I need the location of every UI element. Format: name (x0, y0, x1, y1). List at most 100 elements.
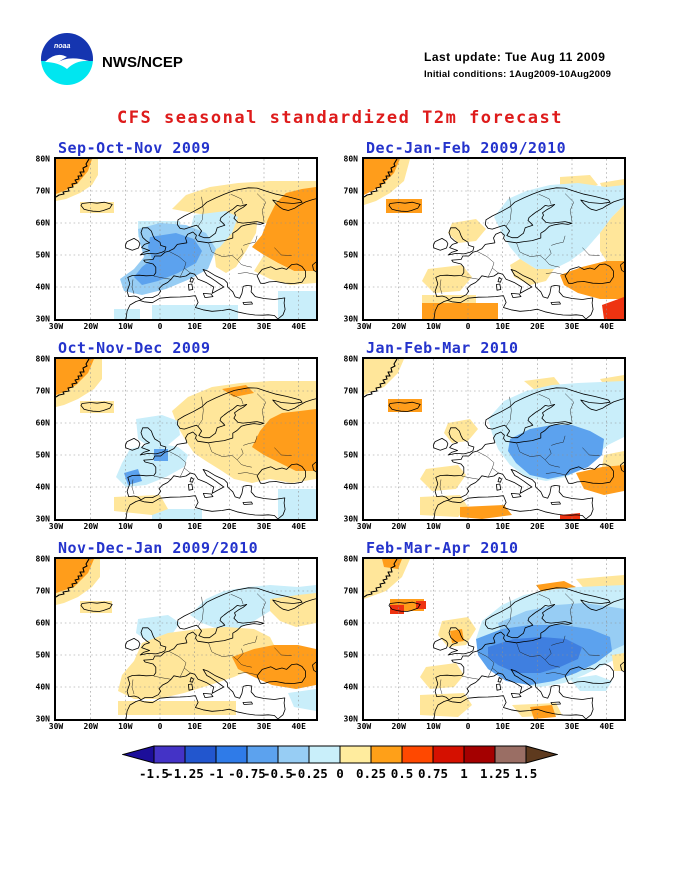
seagull-icon (45, 54, 89, 69)
lat-tick-label: 60N (343, 618, 358, 628)
lon-tick-label: 30E (256, 722, 272, 731)
last-update-text: Last update: Tue Aug 11 2009 (424, 50, 606, 64)
forecast-panel-4: Jan-Feb-Mar 2010 80N 70N 60N 50N 40N 30N 30W 2… (338, 340, 632, 533)
map-patch (508, 425, 604, 479)
map-patch (494, 183, 624, 269)
map-patch (416, 601, 426, 609)
lon-tick-label: 10W (426, 522, 441, 531)
lon-tick-label: 10W (426, 322, 441, 331)
map-patch (152, 509, 202, 519)
lon-tick-label: 40E (599, 722, 614, 731)
lat-tick-label: 70N (35, 386, 50, 396)
panel-title: Jan-Feb-Mar 2010 (366, 339, 519, 357)
map-patch (388, 399, 422, 412)
lon-tick-label: 10E (495, 522, 510, 531)
lat-tick-label: 60N (35, 618, 50, 628)
lon-tick-label: 30W (48, 522, 64, 531)
lat-tick-label: 50N (343, 450, 358, 460)
lon-tick-label: 30E (564, 522, 580, 531)
colorbar-label: -0.25 (290, 766, 328, 781)
lat-tick-label: 80N (35, 554, 50, 564)
lat-tick-label: 70N (343, 386, 358, 396)
panel-title: Sep-Oct-Nov 2009 (58, 139, 211, 157)
forecast-map (56, 359, 316, 519)
lon-tick-label: 20W (83, 522, 98, 531)
colorbar-segment (153, 745, 186, 764)
map-patch (560, 513, 580, 519)
colorbar-arrow (122, 745, 155, 764)
forecast-map (56, 559, 316, 719)
map-row: 80N 70N 60N 50N 40N 30N (338, 554, 632, 724)
map-patch (460, 505, 512, 519)
lat-tick-label: 40N (343, 482, 358, 492)
lat-tick-label: 60N (35, 418, 50, 428)
lon-tick-label: 10W (118, 522, 133, 531)
lat-tick-label: 30N (343, 314, 358, 324)
lon-tick-label: 0 (157, 522, 163, 531)
map-patch (124, 469, 142, 485)
colorbar-label: -1.25 (166, 766, 204, 781)
panel-title: Oct-Nov-Dec 2009 (58, 339, 211, 357)
colorbar-segment (401, 745, 434, 764)
lon-tick-label: 10W (118, 722, 133, 731)
colorbar-segment (246, 745, 279, 764)
lon-tick-label: 10E (495, 322, 510, 331)
map-patch (278, 291, 316, 319)
lon-tick-label: 30E (564, 722, 580, 731)
forecast-panel-2: Dec-Jan-Feb 2009/2010 80N 70N 60N 50N 40N 30N… (338, 140, 632, 333)
map-patch (254, 255, 316, 285)
map-patch (252, 187, 316, 271)
colorbar-segment (339, 745, 372, 764)
lon-tick-label: 30E (256, 322, 272, 331)
forecast-map (364, 159, 624, 319)
lon-tick-label: 10W (426, 722, 441, 731)
lon-tick-label: 40E (599, 522, 614, 531)
map-patch (56, 359, 94, 395)
longitude-axis: 30W 20W 10W 0 10E 20E 30E 40E (49, 521, 318, 533)
map-patch (390, 605, 404, 614)
map-row: 80N 70N 60N 50N 40N 30N (338, 355, 632, 524)
lat-tick-label: 30N (343, 514, 358, 524)
lon-tick-label: 0 (157, 722, 163, 731)
map-patch (420, 495, 468, 517)
map-patch (530, 705, 556, 719)
lon-tick-label: 30E (256, 522, 272, 531)
lon-tick-label: 20W (391, 522, 406, 531)
latitude-axis: 80N 70N 60N 50N 40N 30N (338, 154, 360, 324)
lat-tick-label: 30N (35, 314, 50, 324)
map-patch (448, 219, 486, 243)
lat-tick-label: 50N (35, 650, 50, 660)
colorbar-label: 0 (336, 766, 344, 781)
lat-tick-label: 70N (35, 186, 50, 196)
colorbar-segment (308, 745, 341, 764)
map-patch (420, 465, 466, 491)
map-patch (232, 645, 316, 689)
lon-tick-label: 10E (187, 322, 202, 331)
latitude-axis: 80N 70N 60N 50N 40N 30N (30, 554, 52, 724)
lat-tick-label: 80N (343, 554, 358, 564)
colorbar-segment (215, 745, 248, 764)
lat-tick-label: 50N (343, 650, 358, 660)
lat-tick-label: 50N (35, 450, 50, 460)
lon-tick-label: 20E (530, 522, 545, 531)
map-patch (600, 205, 624, 263)
colorbar-label: -1.5 (138, 766, 170, 781)
lat-tick-label: 80N (343, 154, 358, 164)
lon-tick-label: 30W (356, 522, 372, 531)
lon-tick-label: 20W (83, 322, 98, 331)
org-name: NWS/NCEP (102, 54, 183, 71)
map-frame (54, 357, 318, 521)
panel-title: Dec-Jan-Feb 2009/2010 (366, 139, 567, 157)
lon-tick-label: 10E (187, 522, 202, 531)
lat-tick-label: 30N (35, 514, 50, 524)
longitude-axis: 30W 20W 10W 0 10E 20E 30E 40E (357, 721, 626, 733)
lat-tick-label: 50N (35, 250, 50, 260)
colorbar-label: 1 (460, 766, 468, 781)
map-frame (362, 557, 626, 721)
colorbar-label: 1.25 (479, 766, 511, 781)
lat-tick-label: 80N (35, 354, 50, 364)
lon-tick-label: 20W (391, 322, 406, 331)
map-patch (118, 701, 236, 715)
map-patch (154, 449, 168, 461)
